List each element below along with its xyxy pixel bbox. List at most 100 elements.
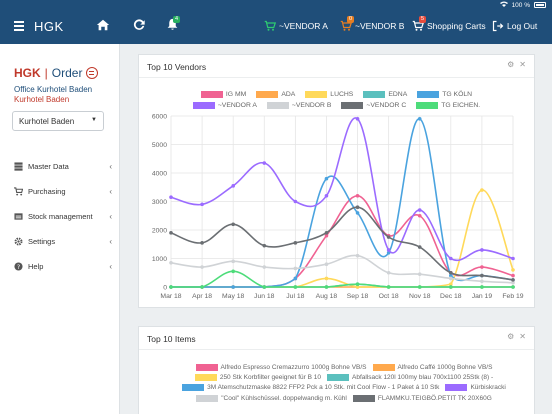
legend-item[interactable]: ~VENDOR A [192,102,257,109]
hotel-select-value: Kurhotel Baden [19,117,75,126]
legend-item[interactable]: LUCHS [305,91,353,98]
y-tick-label: 4000 [152,171,167,178]
chevron-left-icon: ‹ [109,162,112,171]
data-point [324,176,329,181]
legend-item[interactable]: Alfredo Espresso Cremazzurro 1000g Bohne… [195,364,367,371]
sidebar-item-label: Help [28,262,44,271]
x-tick-label: Oct 18 [379,293,399,300]
chevron-down-icon: ▼ [91,117,97,123]
data-point [200,241,204,245]
legend-swatch [305,91,328,98]
battery-text: 100 % [511,1,530,9]
x-tick-label: Mar 18 [160,293,181,300]
home-icon[interactable] [96,18,112,34]
x-tick-label: Apr 18 [192,293,212,300]
cart-vendor-a[interactable]: ~VENDOR A [264,20,328,32]
shopping-carts-badge: 5 [419,16,427,23]
legend-item[interactable]: Abfallsack 120l 100my blau 700x1100 25St… [327,374,493,381]
legend-item[interactable]: FLAMMKU.TEIGBÖ.PETIT TK 20X60G [352,394,492,402]
sidebar-item-master-data[interactable]: Master Data ‹ [14,154,112,179]
data-point [511,273,515,278]
sidebar-item-label: Settings [28,237,56,246]
cart-vendor-b[interactable]: ~VENDOR B [340,20,404,32]
menu-icon[interactable] [14,21,24,31]
y-tick-label: 2000 [152,228,167,235]
brand-title[interactable]: HGK [34,19,64,34]
database-icon [14,162,23,171]
legend-label: Alfredo Caffé 1000g Bohne VB/S [397,364,493,372]
data-point [386,270,391,275]
gear-icon[interactable]: ⚙ [507,332,515,341]
top-items-panel: Top 10 Items ⚙ ✕ Alfredo Espresso Cremaz… [138,326,535,414]
notification-badge: 4 [173,16,181,23]
legend-item[interactable]: TG EICHEN. [416,102,480,109]
legend-item[interactable]: "Cool" Kühlschüssel. doppelwandig m. Küh… [196,394,347,402]
close-icon[interactable]: ✕ [519,332,526,341]
data-point [511,256,515,261]
sidebar-item-help[interactable]: ? Help ‹ [14,254,112,279]
logo-emblem-icon [86,67,99,79]
data-point [417,117,422,121]
data-point [449,276,453,281]
legend-item[interactable]: Kürbiskracki [445,384,506,392]
legend-item[interactable]: ADA [256,91,295,98]
status-bar: 100 % [0,0,552,10]
data-point [449,282,453,286]
y-tick-label: 5000 [152,142,167,149]
legend-label: IG MM [225,91,247,98]
legend-swatch [417,91,440,98]
legend-label: LUCHS [330,91,354,98]
cart-vendor-b-badge: 0 [347,16,355,23]
data-point [449,285,453,289]
logout-label: Log Out [507,21,538,31]
battery-icon [534,2,546,8]
x-tick-label: Nov 18 [409,293,431,300]
legend-label: 250 Stk Korbfilter geeignet für B 10 [219,374,322,382]
panel-title: Top 10 Items [147,334,196,344]
data-point [293,241,298,245]
legend-item[interactable]: TG KÖLN [417,91,472,98]
chevron-left-icon: ‹ [109,187,112,196]
sidebar-menu: Master Data ‹ Purchasing ‹ Stock managem… [14,154,112,279]
legend-swatch [341,102,364,109]
legend-label: 3M Atemschutzmaske 8822 FFP2 Pck a 10 St… [207,384,440,392]
legend-swatch [352,394,375,402]
data-point [262,285,267,289]
sidebar-item-settings[interactable]: Settings ‹ [14,229,112,254]
shopping-carts-label: Shopping Carts [427,21,486,31]
data-point [324,233,329,238]
data-point [480,188,484,192]
data-point [169,195,173,200]
logout-link[interactable]: Log Out [492,20,537,32]
close-icon[interactable]: ✕ [519,60,526,69]
legend-label: Abfallsack 120l 100my blau 700x1100 25St… [352,374,494,382]
office-name: Office Kurhotel Baden [14,85,93,94]
chart-legend: IG MM ADA LUCHS EDNA TG KÖLN ~VENDOR A ~VENDOR… [139,91,534,109]
legend-item[interactable]: Alfredo Caffé 1000g Bohne VB/S [372,364,493,372]
x-tick-label: Jul 18 [286,293,304,300]
sidebar-item-purchasing[interactable]: Purchasing ‹ [14,179,112,204]
hotel-select[interactable]: Kurhotel Baden ▼ [12,111,104,131]
sidebar-item-label: Stock management [28,212,93,221]
cart-vendor-a-label: ~VENDOR A [279,21,328,31]
legend-item[interactable]: ~VENDOR C [341,102,406,109]
gear-icon [14,237,23,246]
data-point [355,194,360,198]
data-point [449,256,453,261]
shopping-carts-link[interactable]: Shopping Carts [412,20,486,32]
legend-item[interactable]: 250 Stk Korbfilter geeignet für B 10 [194,374,322,382]
data-point [200,265,204,269]
legend-swatch [416,102,439,109]
refresh-icon[interactable] [132,18,148,34]
data-point [355,282,360,286]
legend-item[interactable]: IG MM [200,91,247,98]
legend-label: TG EICHEN. [441,102,481,109]
data-point [324,262,329,266]
legend-item[interactable]: EDNA [363,91,407,98]
gear-icon[interactable]: ⚙ [507,60,515,69]
data-point [386,248,391,252]
legend-item[interactable]: 3M Atemschutzmaske 8822 FFP2 Pck a 10 St… [182,384,440,392]
sidebar-item-stock-management[interactable]: Stock management ‹ [14,204,112,229]
legend-item[interactable]: ~VENDOR B [266,102,331,109]
cart-icon [340,20,352,31]
